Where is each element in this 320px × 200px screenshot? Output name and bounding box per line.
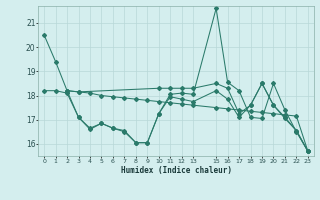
X-axis label: Humidex (Indice chaleur): Humidex (Indice chaleur): [121, 166, 231, 175]
